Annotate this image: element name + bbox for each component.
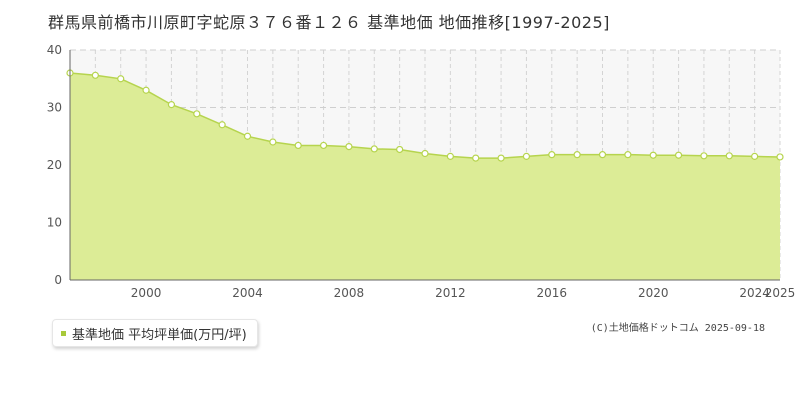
area-fill bbox=[70, 73, 780, 280]
data-point bbox=[446, 152, 454, 160]
y-tick-label: 20 bbox=[47, 158, 62, 172]
x-tick-label: 2025 bbox=[765, 286, 796, 300]
data-point bbox=[776, 153, 784, 161]
data-point bbox=[573, 151, 581, 159]
data-point bbox=[91, 71, 99, 79]
x-tick-label: 2016 bbox=[537, 286, 568, 300]
y-tick-labels: 0 10 20 30 40 bbox=[47, 43, 62, 287]
data-point bbox=[674, 151, 683, 159]
data-point bbox=[751, 152, 759, 160]
y-tick-label: 40 bbox=[47, 43, 62, 57]
axes bbox=[69, 50, 780, 281]
data-points bbox=[66, 69, 784, 162]
legend: 基準地価 平均坪単価(万円/坪) bbox=[52, 319, 258, 347]
y-tick-label: 10 bbox=[47, 216, 62, 230]
data-point bbox=[243, 132, 252, 140]
data-point bbox=[624, 151, 632, 159]
y-tick-label: 0 bbox=[54, 273, 62, 287]
data-point bbox=[497, 154, 505, 162]
data-point bbox=[421, 149, 429, 158]
data-point bbox=[370, 145, 378, 153]
data-point bbox=[700, 152, 708, 160]
data-point bbox=[649, 151, 657, 159]
x-tick-label: 2000 bbox=[131, 286, 162, 300]
data-point bbox=[548, 151, 556, 159]
data-point bbox=[345, 143, 353, 151]
data-point bbox=[294, 141, 302, 150]
data-point bbox=[218, 121, 226, 129]
data-point bbox=[269, 138, 277, 146]
x-tick-label: 2008 bbox=[334, 286, 365, 300]
data-point bbox=[193, 110, 201, 118]
data-point bbox=[319, 141, 328, 150]
data-point bbox=[598, 151, 607, 159]
y-tick-label: 30 bbox=[47, 101, 62, 115]
credit-text: (C)土地価格ドットコム 2025-09-18 bbox=[590, 323, 765, 334]
data-point bbox=[117, 75, 125, 83]
chart-title: 群馬県前橋市川原町字蛇原３７６番１２６ 基準地価 地価推移[1997-2025] bbox=[48, 13, 610, 32]
legend-swatch bbox=[61, 330, 66, 336]
data-point bbox=[167, 101, 176, 109]
legend-label: 基準地価 平均坪単価(万円/坪) bbox=[72, 327, 247, 343]
data-point bbox=[396, 145, 404, 154]
data-point bbox=[472, 154, 480, 162]
data-point bbox=[142, 86, 150, 94]
data-point bbox=[725, 152, 733, 160]
data-point bbox=[522, 152, 531, 160]
x-tick-label: 2024 bbox=[739, 286, 770, 300]
x-tick-label: 2012 bbox=[435, 286, 466, 300]
x-tick-label: 2004 bbox=[232, 286, 263, 300]
x-tick-label: 2020 bbox=[638, 286, 669, 300]
